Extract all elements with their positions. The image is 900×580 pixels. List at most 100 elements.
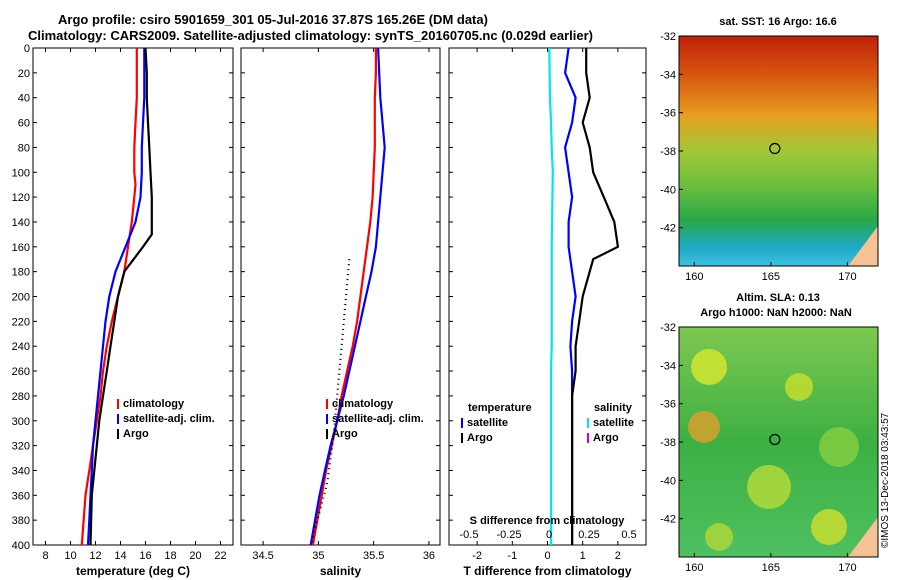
x-tick-label: 20 — [189, 550, 201, 562]
y-tick-label: 120 — [12, 192, 30, 204]
map-x-tick-label: 165 — [762, 271, 780, 283]
y-tick-label: 40 — [18, 93, 30, 105]
y-tick-label: 280 — [12, 391, 30, 403]
credit-text: ©IMOS 13-Dec-2018 03:43:57 — [880, 412, 891, 548]
map-sla: 160 165 170 -32 -34 -36 -38 -40 -42 — [660, 322, 879, 574]
y-tick-label: 220 — [12, 316, 30, 328]
map-sst: 160 165 170 -32 -34 -36 -38 -40 -42 — [660, 31, 879, 283]
legend-entry: Argo — [593, 432, 619, 444]
secondary-x-tick-label: -0.5 — [460, 529, 479, 541]
x-tick-label: 14 — [114, 550, 126, 562]
x-tick-label: 10 — [64, 550, 76, 562]
x-tick-label: 12 — [89, 550, 101, 562]
series-line-argo — [89, 47, 153, 546]
map-x-tick-label: 160 — [685, 562, 703, 574]
sst-map-title: sat. SST: 16 Argo: 16.6 — [719, 16, 837, 28]
y-tick-label: 20 — [18, 68, 30, 80]
legend-entry: Argo — [467, 432, 493, 444]
y-tick-label: 360 — [12, 490, 30, 502]
secondary-x-tick-label: 0 — [546, 529, 552, 541]
y-tick-label: 300 — [12, 416, 30, 428]
y-tick-label: 140 — [12, 217, 30, 229]
map-y-tick-label: -32 — [660, 322, 676, 334]
plot-frame-difference — [448, 47, 647, 546]
legend-entry: satellite — [593, 417, 634, 429]
legend-title-salinity: salinity — [594, 402, 633, 414]
map-x-tick-label: 170 — [838, 271, 856, 283]
map-y-tick-label: -34 — [660, 69, 676, 81]
argo-location-marker — [769, 433, 781, 446]
x-tick-label: 35.5 — [363, 550, 384, 562]
x-tick-label: 8 — [42, 550, 48, 562]
legend-entry: climatology — [123, 398, 185, 410]
map-y-tick-label: -36 — [660, 108, 676, 120]
sla-anomaly-patch — [785, 373, 813, 401]
x-axis-label-temperature: temperature (deg C) — [76, 564, 190, 578]
secondary-x-tick-label: 0.5 — [621, 529, 636, 541]
series-line-satellite-adj--clim- — [86, 48, 146, 546]
x-tick-label: 34.5 — [252, 550, 273, 562]
x-tick-label: 1 — [580, 550, 586, 562]
sla-anomaly-patch — [819, 427, 859, 467]
y-tick-label: 260 — [12, 366, 30, 378]
sla-anomaly-patch — [691, 349, 727, 385]
map-y-tick-label: -42 — [660, 223, 676, 235]
sla-map-title-line2: Argo h1000: NaN h2000: NaN — [700, 307, 852, 319]
y-tick-label: 320 — [12, 441, 30, 453]
x-tick-label: -2 — [472, 550, 482, 562]
map-y-tick-label: -40 — [660, 475, 676, 487]
y-tick-label: 80 — [18, 142, 30, 154]
series-line-temperature-satellite — [563, 47, 577, 545]
legend-entry: satellite-adj. clim. — [332, 413, 424, 425]
y-tick-label: 200 — [12, 292, 30, 304]
map-y-tick-label: -40 — [660, 184, 676, 196]
x-axis-label-difference: T difference from climatology — [463, 564, 631, 578]
map-x-tick-label: 160 — [685, 271, 703, 283]
map-y-tick-label: -32 — [660, 31, 676, 43]
x-tick-label: 35 — [312, 550, 324, 562]
y-tick-label: 0 — [24, 43, 30, 55]
y-tick-label: 60 — [18, 118, 30, 130]
sla-anomaly-patch — [705, 523, 733, 551]
legend-entry: Argo — [332, 428, 358, 440]
argo-location-marker — [769, 142, 781, 155]
series-line-temperature-argo — [571, 48, 620, 545]
sla-map-title-line1: Altim. SLA: 0.13 — [736, 292, 820, 304]
plot-frame-salinity — [240, 47, 441, 546]
legend-entry: Argo — [123, 428, 149, 440]
land-polygon — [848, 226, 878, 266]
sla-anomaly-patch — [747, 465, 791, 509]
secondary-x-axis-label: S difference from climatology — [470, 515, 626, 527]
legend-entry: climatology — [332, 398, 394, 410]
map-x-tick-label: 170 — [838, 562, 856, 574]
secondary-x-tick-label: 0.25 — [578, 529, 599, 541]
sla-anomaly-patch — [811, 509, 847, 545]
legend-title-temperature: temperature — [468, 402, 532, 414]
x-tick-label: 18 — [164, 550, 176, 562]
x-tick-label: 2 — [615, 550, 621, 562]
map-y-tick-label: -36 — [660, 399, 676, 411]
figure-title-line1: Argo profile: csiro 5901659_301 05-Jul-2… — [58, 12, 488, 27]
legend-entry: satellite — [467, 417, 508, 429]
y-tick-label: 100 — [12, 167, 30, 179]
series-line-salinity-satellite — [548, 47, 554, 545]
y-tick-label: 380 — [12, 515, 30, 527]
y-tick-label: 240 — [12, 341, 30, 353]
y-tick-label: 340 — [12, 465, 30, 477]
y-tick-label: 400 — [12, 540, 30, 552]
series-line-satellite-adj--clim- — [309, 47, 386, 546]
map-x-tick-label: 165 — [762, 562, 780, 574]
x-tick-label: -1 — [507, 550, 517, 562]
map-y-tick-label: -42 — [660, 514, 676, 526]
sla-anomaly-patch — [688, 411, 720, 443]
map-y-tick-label: -38 — [660, 437, 676, 449]
map-y-tick-label: -34 — [660, 360, 676, 372]
land-polygon — [848, 517, 878, 557]
secondary-x-tick-label: -0.25 — [496, 529, 521, 541]
x-tick-label: 22 — [214, 550, 226, 562]
x-axis-label-salinity: salinity — [320, 564, 362, 578]
y-tick-label: 180 — [12, 267, 30, 279]
x-tick-label: 0 — [544, 550, 550, 562]
